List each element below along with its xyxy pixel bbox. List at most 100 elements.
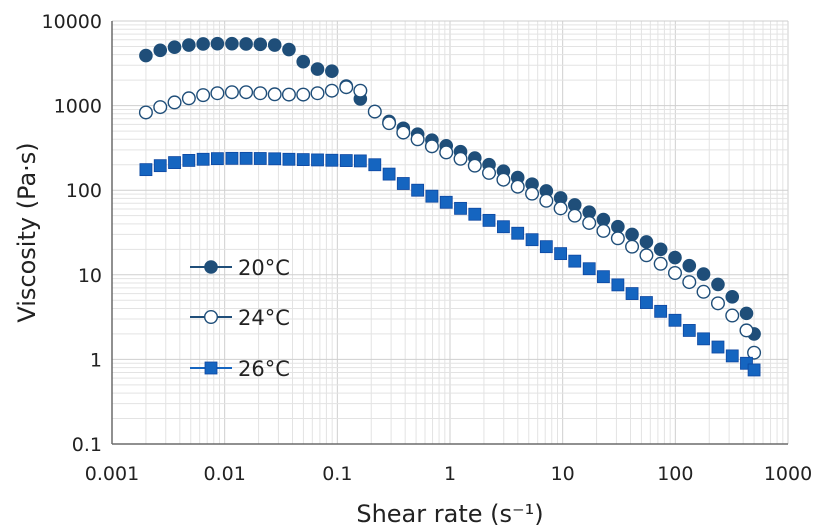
data-point <box>239 85 254 100</box>
data-point <box>710 296 725 311</box>
data-point <box>739 323 754 338</box>
y-tick-label: 0.1 <box>72 434 102 456</box>
data-point <box>268 152 282 166</box>
data-point <box>324 83 339 98</box>
data-point <box>282 42 296 57</box>
data-point <box>267 38 282 52</box>
data-point <box>181 91 196 106</box>
x-tick-label: 0.1 <box>322 463 352 485</box>
y-tick-label: 10000 <box>42 11 102 33</box>
data-point <box>210 86 225 101</box>
y-tick-label: 1000 <box>54 96 102 118</box>
data-point <box>653 256 668 271</box>
data-point <box>453 151 468 166</box>
x-axis-title: Shear rate (s⁻¹) <box>356 500 543 528</box>
data-point <box>510 179 525 194</box>
data-point <box>325 153 339 167</box>
data-point <box>410 132 425 147</box>
axes <box>111 21 788 445</box>
data-point <box>747 345 762 360</box>
data-point <box>539 240 553 254</box>
x-tick-label: 1 <box>444 463 456 485</box>
data-point <box>182 154 196 167</box>
data-point <box>725 308 740 323</box>
data-point <box>225 36 239 51</box>
data-point <box>139 163 153 177</box>
tick-labels: 0.001 0.01 0.1 1 10 100 1000 0.1 1 10 100 1000 10000 <box>42 11 813 485</box>
data-point <box>696 267 711 281</box>
data-point <box>625 239 640 254</box>
data-point <box>425 189 439 203</box>
data-point <box>411 183 425 197</box>
data-point <box>167 40 182 55</box>
data-point <box>182 38 196 52</box>
data-point <box>640 296 653 309</box>
data-point <box>482 165 497 180</box>
x-tick-label: 10 <box>551 463 575 485</box>
data-point <box>725 349 739 363</box>
data-point <box>668 250 682 265</box>
legend-entry: 20°C <box>190 256 290 280</box>
data-point <box>139 48 153 63</box>
data-point <box>339 154 353 167</box>
x-tick-label: 0.001 <box>85 463 139 485</box>
data-point <box>711 340 725 354</box>
data-point <box>167 95 182 110</box>
data-point <box>725 289 740 304</box>
legend-marker <box>204 260 218 274</box>
data-point <box>253 37 268 52</box>
data-point <box>539 193 554 208</box>
data-point <box>339 80 354 95</box>
legend-entry: 24°C <box>190 306 290 330</box>
series-3 <box>139 151 761 377</box>
data-point <box>382 167 396 181</box>
data-point <box>196 37 210 51</box>
y-tick-label: 100 <box>66 180 102 202</box>
y-tick-label: 1 <box>90 349 102 371</box>
data-point <box>396 125 411 140</box>
data-point <box>310 86 325 101</box>
data-point <box>625 287 639 300</box>
data-point <box>696 284 711 299</box>
data-point <box>311 153 324 167</box>
data-point <box>239 37 253 51</box>
data-point <box>353 83 368 98</box>
data-point <box>396 177 410 190</box>
legend-label: 24°C <box>238 306 290 330</box>
data-point <box>282 152 296 166</box>
data-point <box>439 145 454 160</box>
data-point <box>597 270 610 284</box>
series-2 <box>138 80 762 360</box>
data-point <box>611 278 625 292</box>
data-point <box>211 152 224 166</box>
data-point <box>281 87 296 102</box>
data-point <box>424 139 439 154</box>
data-point <box>668 313 682 327</box>
data-point <box>225 151 239 165</box>
data-point <box>639 235 654 249</box>
data-point <box>625 227 639 242</box>
data-point <box>467 158 482 173</box>
data-point <box>296 153 310 166</box>
legend-label: 26°C <box>238 357 290 381</box>
data-point <box>153 159 167 173</box>
legend-label: 20°C <box>238 256 290 280</box>
y-axis-title: Viscosity (Pa·s) <box>13 142 41 322</box>
legend-marker <box>203 310 218 325</box>
data-point <box>296 54 311 69</box>
data-point <box>596 223 611 238</box>
data-point <box>196 152 210 166</box>
series-layer <box>138 36 762 377</box>
data-point <box>210 36 225 51</box>
data-point <box>682 258 697 273</box>
data-point <box>367 104 382 119</box>
data-point <box>654 304 668 318</box>
data-point <box>568 254 582 268</box>
data-point <box>553 201 568 216</box>
legend-marker <box>204 361 218 375</box>
data-point <box>525 186 540 201</box>
grid <box>111 20 789 445</box>
data-point <box>382 116 397 131</box>
data-point <box>296 87 311 102</box>
